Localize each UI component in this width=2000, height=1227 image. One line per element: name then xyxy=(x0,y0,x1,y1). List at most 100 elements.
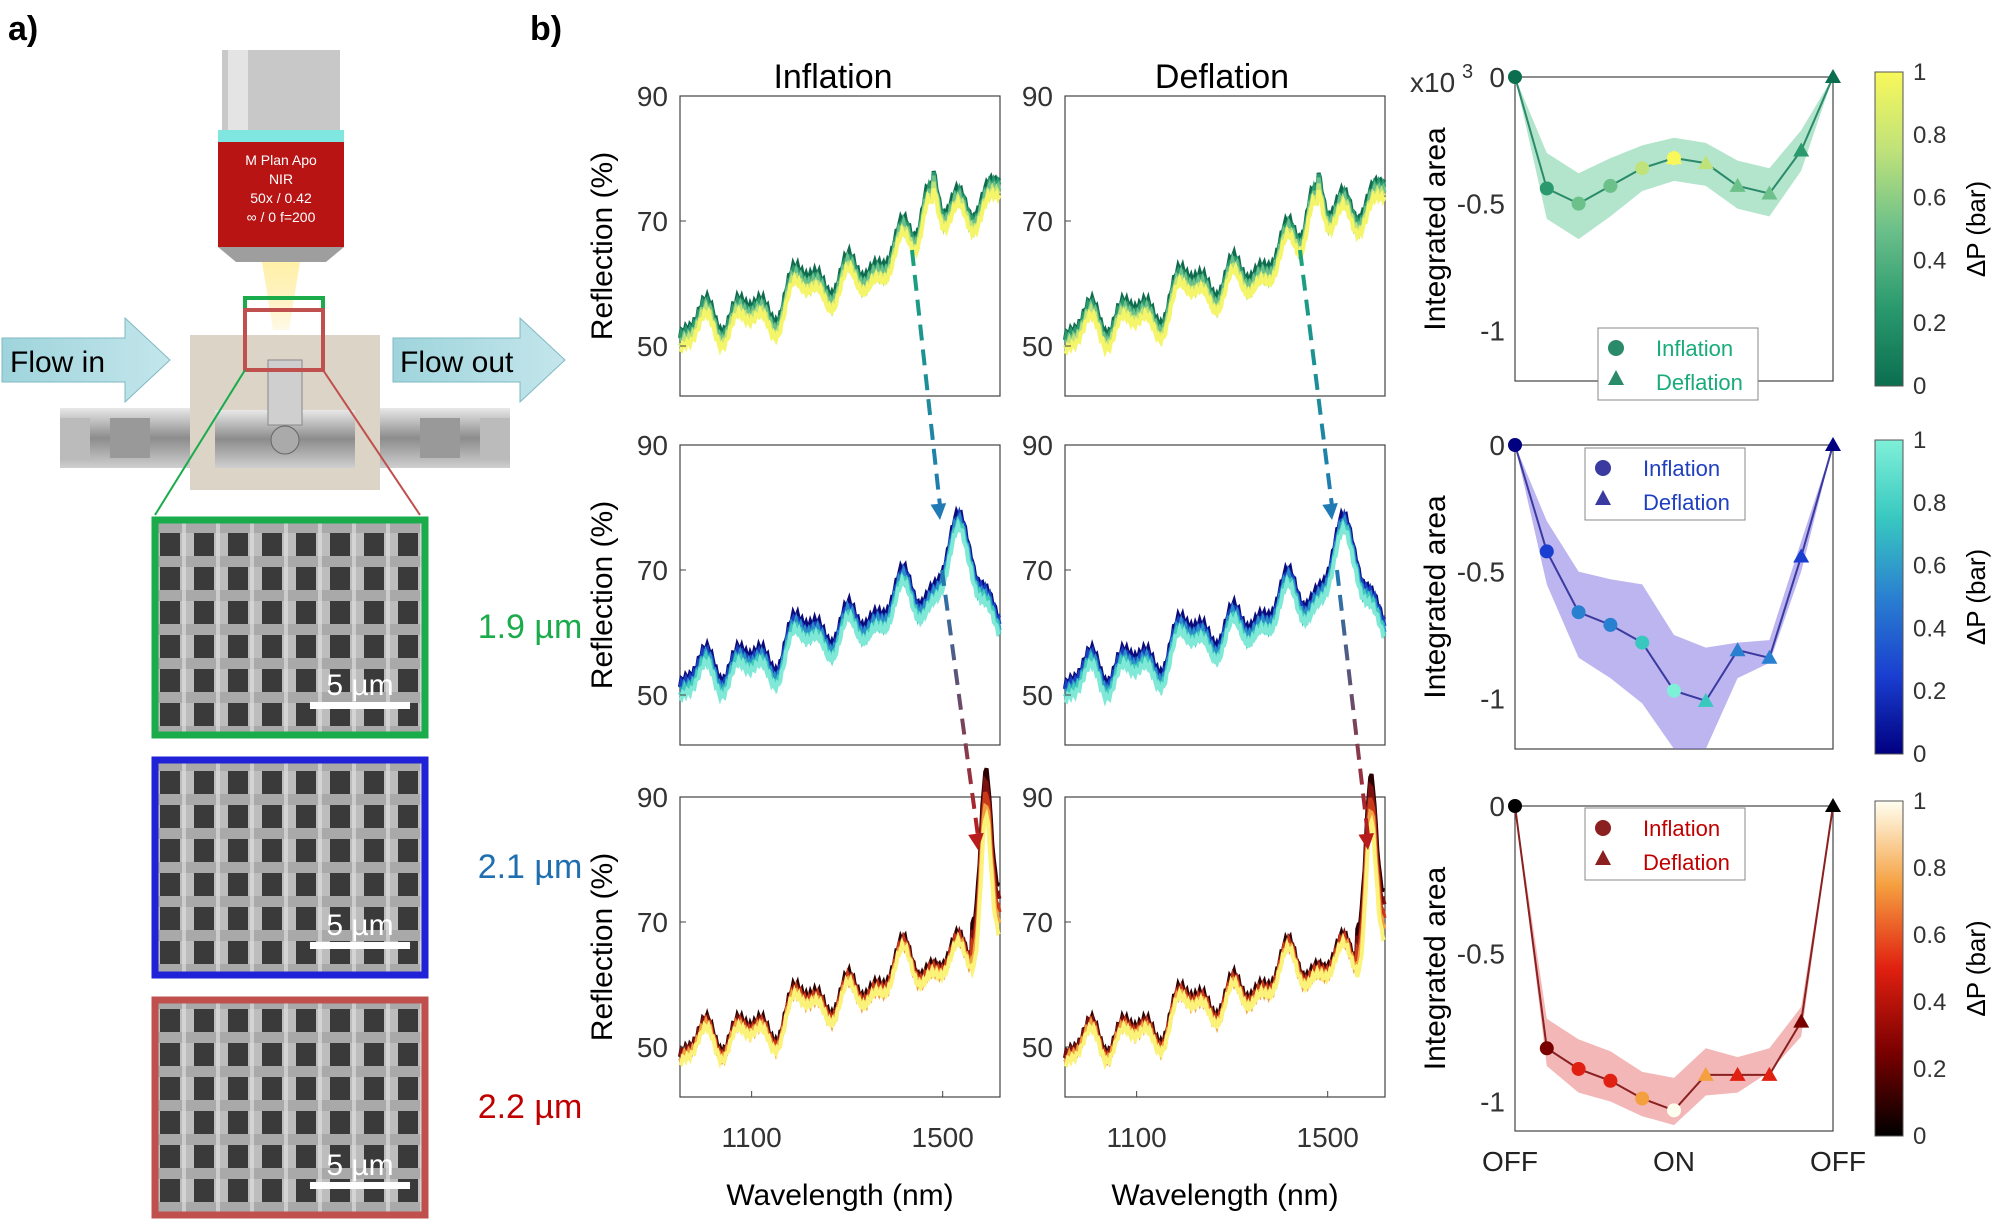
deflation-marker xyxy=(1697,692,1714,707)
y-tick-label: -1 xyxy=(1480,1086,1505,1117)
scale-bar-label: 5 µm xyxy=(326,909,393,942)
legend-box xyxy=(1584,807,1746,881)
panel-a: a) M Plan Apo NIR 50x / 0.42 ∞ / 0 f=200 xyxy=(1,10,583,1219)
legend: Inflation Deflation xyxy=(1584,447,1746,521)
y-tick-label: 90 xyxy=(637,81,668,112)
y-axis-label: Reflection (%) xyxy=(586,152,619,340)
deflation-marker xyxy=(1793,142,1810,157)
integrated-area-plot: 0 -0.5 -1 Integrated area Inflation Deflation… xyxy=(1419,427,1991,768)
objective-label-line: 50x / 0.42 xyxy=(250,190,312,206)
shift-arrows xyxy=(910,249,1374,850)
colorbar-label: ΔP (bar) xyxy=(1961,181,1991,277)
sem-texture xyxy=(155,1000,425,1215)
colorbar-tick-label: 1 xyxy=(1913,427,1926,454)
x-tick-label: 1500 xyxy=(912,1122,974,1153)
plot-frame xyxy=(1064,95,1386,397)
sem-texture xyxy=(155,520,425,735)
colorbar xyxy=(1874,71,1904,387)
colorbar-tick-label: 0.8 xyxy=(1913,122,1946,149)
scale-bar xyxy=(310,1182,410,1189)
colorbar-tick-label: 0.2 xyxy=(1913,310,1946,337)
arrow-green-to-blue-deflation-head xyxy=(1322,502,1338,520)
sem-images: 5 µm 1.9 µm 5 µm 2.1 µm 5 µm 2.2 µm xyxy=(151,516,583,1219)
legend-inflation-label: Inflation xyxy=(1656,336,1733,361)
x-axis-label: Wavelength (nm) xyxy=(1111,1179,1338,1212)
panel-b: b) Inflation Deflation 50 70 90 Reflection … xyxy=(530,10,1991,1212)
spectrum-series-line xyxy=(1063,519,1386,707)
inflation-marker xyxy=(1508,438,1522,452)
y-tick-label: 50 xyxy=(1022,331,1053,362)
legend-deflation-marker xyxy=(1608,370,1624,385)
deflation-marker xyxy=(1729,642,1746,657)
x-tick-label: OFF xyxy=(1810,1146,1866,1177)
sem-image: 5 µm 2.2 µm xyxy=(151,996,582,1219)
colorbar-tick-label: 0.2 xyxy=(1913,678,1946,705)
y-axis-label: Reflection (%) xyxy=(586,853,619,1041)
colorbar-label: ΔP (bar) xyxy=(1961,549,1991,645)
plot-frame xyxy=(679,796,1001,1098)
spectrum-plot: 50 70 90 1100 1500 Wavelength (nm) xyxy=(1022,773,1387,1212)
colorbar-tick-label: 0 xyxy=(1913,741,1926,768)
inflation-marker xyxy=(1635,635,1650,650)
colorbar-tick-label: 0.4 xyxy=(1913,615,1946,642)
y-axis-label: Reflection (%) xyxy=(586,501,619,689)
sem-texture xyxy=(155,760,425,975)
inflation-marker xyxy=(1603,617,1618,632)
scale-bar-label: 5 µm xyxy=(326,1149,393,1182)
y-axis-label: Integrated area xyxy=(1419,495,1452,699)
flow-in-arrow: Flow in xyxy=(1,316,171,404)
deflation-marker xyxy=(1761,649,1778,664)
y-tick-label: -1 xyxy=(1480,315,1505,346)
arrow-blue-to-red-deflation-head xyxy=(1358,833,1374,850)
deflation-marker xyxy=(1825,437,1841,451)
colorbar-label: ΔP (bar) xyxy=(1961,920,1991,1016)
plot-frame xyxy=(1064,444,1386,746)
legend-inflation-marker xyxy=(1595,820,1611,836)
period-label: 1.9 µm xyxy=(478,608,583,646)
colorbar-tick-label: 0.4 xyxy=(1913,247,1946,274)
arrow-green-to-blue-inflation-head xyxy=(930,503,947,520)
y-tick-label: 70 xyxy=(1022,555,1053,586)
spectrum-series-line xyxy=(678,186,1002,356)
deflation-marker xyxy=(1697,155,1714,170)
inflation-marker xyxy=(1539,544,1554,559)
objective-lens: M Plan Apo NIR 50x / 0.42 ∞ / 0 f=200 xyxy=(218,50,344,262)
y-tick-label: -0.5 xyxy=(1457,557,1505,588)
spectrum-plot: 50 70 90 xyxy=(1022,81,1387,397)
legend: Inflation Deflation xyxy=(1597,327,1759,401)
y-tick-label: 70 xyxy=(637,555,668,586)
y-tick-label: 90 xyxy=(1022,782,1053,813)
plot-frame xyxy=(1064,796,1386,1098)
column-title-inflation: Inflation xyxy=(773,58,892,96)
spectra-grid: 50 70 90 Reflection (%) 50 70 90 50 70 90 Reflecti… xyxy=(586,81,1387,1212)
y-tick-label: 0 xyxy=(1489,430,1505,461)
inflation-marker xyxy=(1539,1041,1554,1056)
colorbar-tick-label: 0.6 xyxy=(1913,553,1946,580)
inflation-marker xyxy=(1635,1091,1650,1106)
y-tick-label: 90 xyxy=(637,782,668,813)
period-label: 2.1 µm xyxy=(478,848,583,886)
y-tick-label: 50 xyxy=(637,331,668,362)
inflation-marker xyxy=(1603,178,1618,193)
colorbar-tick-label: 0.8 xyxy=(1913,855,1946,882)
y-tick-label: 70 xyxy=(1022,907,1053,938)
spectrum-series-line xyxy=(678,517,1001,705)
objective-label-line: NIR xyxy=(269,171,293,187)
y-tick-label: 90 xyxy=(637,430,668,461)
x-tick-label: OFF xyxy=(1482,1146,1538,1177)
sem-frame xyxy=(151,516,429,739)
inflation-marker xyxy=(1539,181,1554,196)
deflation-marker xyxy=(1825,798,1841,812)
spectrum-series-line xyxy=(678,808,1001,1070)
arrow-green-to-blue-deflation xyxy=(1298,249,1334,507)
deflation-marker xyxy=(1761,185,1778,200)
y-tick-label: 0 xyxy=(1489,791,1505,822)
x-tick-label: ON xyxy=(1653,1146,1695,1177)
y-tick-label: 90 xyxy=(1022,81,1053,112)
colorbar xyxy=(1874,439,1904,755)
inflation-marker xyxy=(1508,799,1522,813)
plot-frame xyxy=(679,444,1001,746)
legend: Inflation Deflation xyxy=(1584,807,1746,881)
objective-label-line: M Plan Apo xyxy=(245,152,317,168)
